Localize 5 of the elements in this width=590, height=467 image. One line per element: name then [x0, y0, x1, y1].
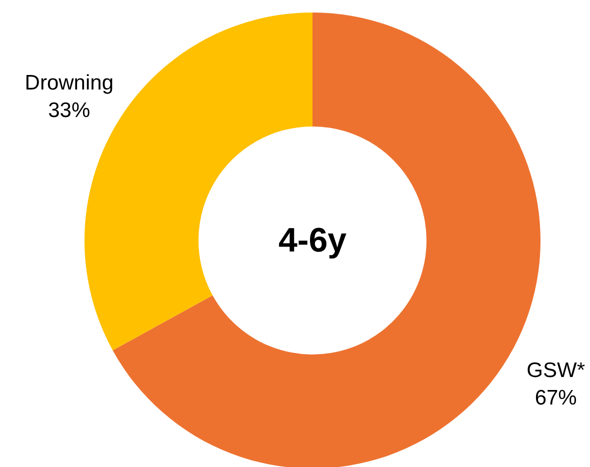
text: 4-6y	[278, 222, 347, 260]
slice-label: GSW*	[526, 359, 586, 382]
slice-label: Drowning	[24, 71, 114, 94]
data-label: 67%	[534, 386, 577, 410]
data-label: 33%	[48, 98, 90, 122]
